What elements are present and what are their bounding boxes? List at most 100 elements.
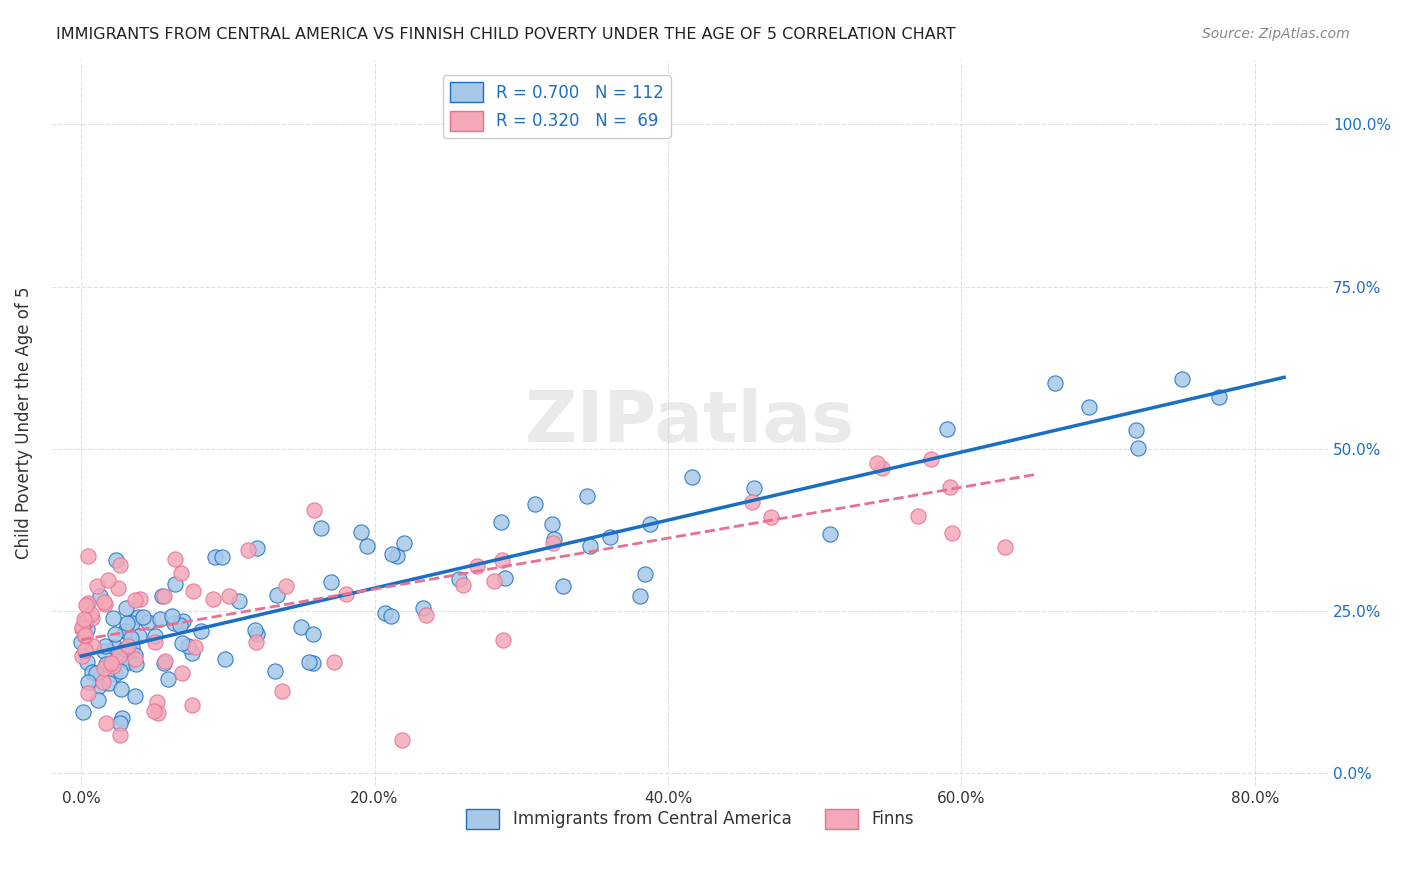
Point: [482, 574, 505, 588]
Point: [246, 541, 269, 556]
Point: [818, 526, 841, 541]
Point: [451, 577, 474, 591]
Point: [165, 576, 187, 591]
Point: [302, 627, 325, 641]
Point: [127, 610, 149, 624]
Point: [153, 656, 176, 670]
Point: [120, 631, 142, 645]
Point: [190, 624, 212, 638]
Point: [628, 589, 651, 603]
Point: [553, 579, 575, 593]
Point: [638, 516, 661, 531]
Point: [121, 615, 143, 630]
Point: [86, 579, 108, 593]
Point: [124, 652, 146, 666]
Point: [177, 640, 200, 654]
Point: [94, 715, 117, 730]
Point: [201, 591, 224, 606]
Point: [157, 673, 180, 687]
Point: [114, 641, 136, 656]
Point: [75, 599, 97, 613]
Point: [76, 622, 98, 636]
Point: [335, 587, 357, 601]
Point: [866, 456, 889, 470]
Point: [93, 644, 115, 658]
Point: [541, 517, 564, 532]
Point: [392, 536, 415, 550]
Point: [1171, 372, 1194, 386]
Point: [118, 655, 141, 669]
Point: [87, 693, 110, 707]
Point: [575, 489, 598, 503]
Point: [70, 648, 93, 663]
Point: [143, 635, 166, 649]
Point: [323, 656, 346, 670]
Point: [742, 481, 765, 495]
Point: [1208, 390, 1230, 404]
Point: [89, 589, 111, 603]
Point: [170, 636, 193, 650]
Point: [143, 629, 166, 643]
Point: [93, 675, 115, 690]
Point: [541, 535, 564, 549]
Point: [75, 628, 97, 642]
Point: [870, 460, 893, 475]
Point: [374, 606, 396, 620]
Point: [77, 549, 100, 563]
Point: [112, 651, 135, 665]
Point: [163, 616, 186, 631]
Y-axis label: Child Poverty Under the Age of 5: Child Poverty Under the Age of 5: [15, 286, 32, 559]
Point: [107, 581, 129, 595]
Point: [681, 470, 703, 484]
Point: [302, 656, 325, 670]
Point: [492, 633, 515, 648]
Point: [290, 620, 312, 634]
Point: [172, 614, 194, 628]
Point: [391, 733, 413, 747]
Point: [72, 705, 94, 719]
Point: [93, 661, 115, 675]
Point: [146, 695, 169, 709]
Point: [246, 626, 269, 640]
Point: [634, 566, 657, 581]
Point: [184, 640, 207, 654]
Point: [599, 530, 621, 544]
Point: [143, 704, 166, 718]
Point: [94, 597, 117, 611]
Point: [494, 571, 516, 585]
Point: [124, 648, 146, 662]
Point: [121, 640, 143, 655]
Point: [115, 601, 138, 615]
Point: [94, 639, 117, 653]
Point: [264, 664, 287, 678]
Point: [117, 616, 139, 631]
Point: [181, 583, 204, 598]
Point: [73, 612, 96, 626]
Point: [181, 646, 204, 660]
Point: [104, 640, 127, 655]
Point: [271, 683, 294, 698]
Point: [108, 648, 131, 663]
Point: [124, 689, 146, 703]
Point: [214, 652, 236, 666]
Point: [172, 665, 194, 680]
Point: [108, 664, 131, 678]
Point: [579, 539, 602, 553]
Point: [105, 553, 128, 567]
Point: [72, 620, 94, 634]
Point: [319, 575, 342, 590]
Point: [385, 549, 408, 563]
Point: [920, 451, 942, 466]
Point: [356, 540, 378, 554]
Point: [994, 540, 1017, 554]
Point: [101, 658, 124, 673]
Point: [759, 509, 782, 524]
Point: [1043, 376, 1066, 390]
Point: [415, 607, 437, 622]
Point: [75, 643, 97, 657]
Point: [228, 594, 250, 608]
Point: [302, 503, 325, 517]
Point: [298, 655, 321, 669]
Point: [87, 679, 110, 693]
Point: [80, 607, 103, 621]
